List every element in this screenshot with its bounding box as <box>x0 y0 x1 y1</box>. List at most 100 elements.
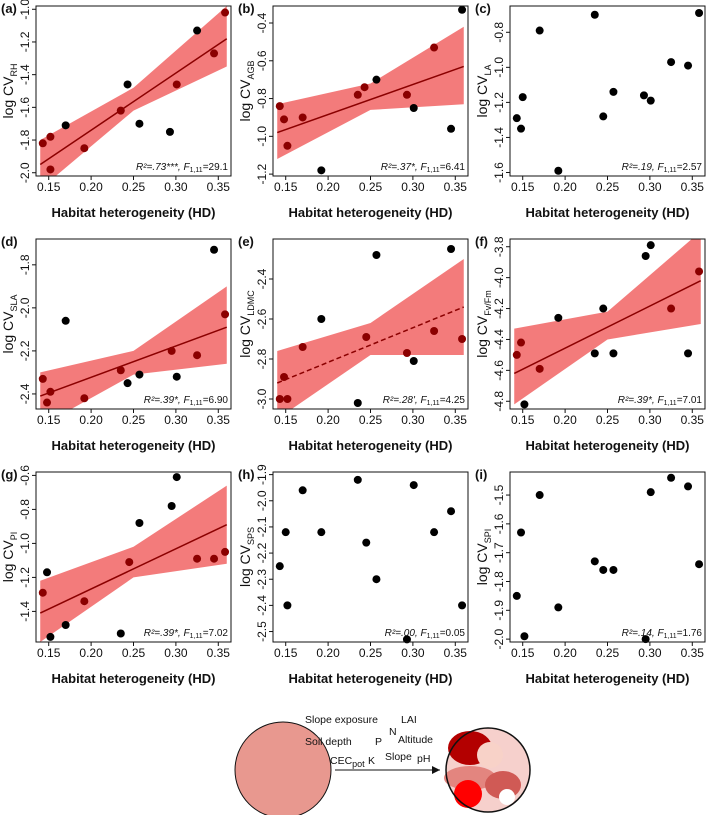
annotation: R²=.39*, F1,11=7.01 <box>618 395 703 407</box>
panel: 0.15 0.20 0.25 0.30 0.35 -2.5 -2.4 -2.3 -2.2 -2.1… <box>237 464 469 686</box>
point <box>520 632 529 641</box>
point <box>535 364 544 373</box>
heterogeneous-circle <box>444 727 531 813</box>
point <box>517 528 526 537</box>
x-tick-label: 0.35 <box>681 413 705 427</box>
x-tick-label: 0.35 <box>207 180 231 194</box>
annotation-part: =7.01 <box>677 395 703 406</box>
arrow-head <box>432 766 440 774</box>
point <box>353 90 362 99</box>
point <box>280 373 289 381</box>
y-tick-label: -1.2 <box>255 163 269 184</box>
y-tick-label: -2.0 <box>255 490 269 511</box>
point <box>221 547 230 556</box>
y-axis-label: log CVRH <box>0 63 19 118</box>
annotation-part: =1.76 <box>677 628 703 639</box>
x-tick-label: 0.25 <box>596 413 620 427</box>
patch <box>477 742 503 768</box>
factor-label: P <box>375 736 382 748</box>
point <box>667 58 676 67</box>
x-tick-label: 0.15 <box>274 180 298 194</box>
panel-label: (f) <box>475 234 488 249</box>
point <box>281 528 290 537</box>
y-tick-label: -2.3 <box>255 569 269 590</box>
point <box>512 591 521 600</box>
factor-label: CEC <box>330 755 353 767</box>
point <box>353 399 362 407</box>
annotation-part: 1,11 <box>664 633 677 640</box>
point <box>317 166 326 175</box>
annotation-part: F <box>657 162 664 173</box>
y-tick-label: -1.0 <box>255 126 269 147</box>
panel-label: (a) <box>1 1 17 16</box>
annotation: R²=.00, F1,11=0.05 <box>385 628 466 640</box>
annotation-part: 1,11 <box>190 633 203 640</box>
annotation-part: 1,11 <box>427 633 440 640</box>
fit-line <box>276 65 465 134</box>
y-axis-label-sub: LDMC <box>246 290 256 316</box>
x-tick-label: 0.30 <box>638 646 662 660</box>
point <box>298 113 307 122</box>
point <box>61 121 70 130</box>
point <box>518 93 527 102</box>
panel: 0.15 0.20 0.25 0.30 0.35 -2.4 -2.2 -2.0 -1.8(d) H… <box>0 234 232 453</box>
point <box>590 349 599 358</box>
point <box>447 507 456 516</box>
panel: 0.15 0.20 0.25 0.30 0.35 -2.0 -1.9 -1.8 -1.7 -1.6… <box>474 467 706 686</box>
panel: 0.15 0.20 0.25 0.30 0.35 -3.0 -2.8 -2.6 -2.4 (e) H… <box>237 234 469 453</box>
point <box>447 245 456 253</box>
point <box>517 338 526 347</box>
annotation-part: R²=.37*, <box>381 162 421 173</box>
y-axis-label-sub: RH <box>9 63 19 76</box>
factor-subscript: pot <box>352 759 365 769</box>
panel: 0.15 0.20 0.25 0.30 0.35 -1.2 -1.0 -0.8 -0.6 -0.4… <box>237 1 469 220</box>
annotation-part: =29.1 <box>203 162 229 173</box>
point <box>590 557 599 566</box>
point <box>210 49 219 58</box>
y-tick-label: -0.6 <box>18 465 32 486</box>
y-tick-label: -0.6 <box>255 50 269 71</box>
point <box>554 313 563 322</box>
point <box>667 473 676 482</box>
point <box>167 346 176 355</box>
point <box>430 43 439 52</box>
x-tick-label: 0.15 <box>37 180 61 194</box>
point <box>80 394 89 403</box>
y-axis-label: log CVLA <box>474 64 493 117</box>
point <box>275 562 284 571</box>
x-tick-label: 0.25 <box>122 646 146 660</box>
point <box>409 104 418 112</box>
annotation-part: 1,11 <box>190 400 203 407</box>
point <box>684 349 693 358</box>
factor-label: K <box>368 755 375 767</box>
point <box>409 357 418 365</box>
point <box>590 10 599 19</box>
factor-label: CECpot <box>330 755 365 769</box>
y-tick-label: -3.0 <box>255 388 269 409</box>
point <box>80 597 89 606</box>
annotation-part: 1,11 <box>190 167 203 174</box>
annotation-part: F <box>183 162 190 173</box>
y-tick-label: -2.4 <box>255 268 269 289</box>
x-tick-label: 0.25 <box>359 646 383 660</box>
y-tick-label: -0.8 <box>492 22 506 43</box>
point <box>275 102 284 111</box>
point <box>372 251 381 259</box>
factor-label: Altitude <box>398 734 433 746</box>
x-tick-label: 0.30 <box>164 646 188 660</box>
point <box>61 621 70 629</box>
annotation: R²=.14, F1,11=1.76 <box>622 628 703 640</box>
factor-label: pH <box>417 753 430 765</box>
x-tick-label: 0.30 <box>164 180 188 194</box>
x-tick-label: 0.20 <box>316 413 340 427</box>
point <box>43 568 52 577</box>
point <box>125 558 134 567</box>
y-tick-label: -1.6 <box>18 97 32 118</box>
y-tick-label: -2.2 <box>255 542 269 563</box>
y-axis-label: log CVSPI <box>474 529 493 586</box>
x-tick-label: 0.30 <box>638 180 662 194</box>
confidence-band <box>40 485 227 642</box>
panel-label: (h) <box>238 467 255 482</box>
annotation-part: R²=.73***, <box>136 162 184 173</box>
y-tick-label: -2.2 <box>18 340 32 361</box>
